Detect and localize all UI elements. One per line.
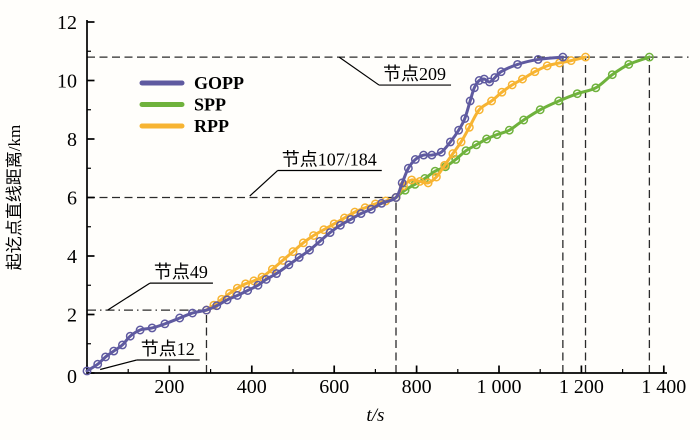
x-axis-label: t/s bbox=[366, 405, 384, 426]
annotation-node-12: 节点12 bbox=[100, 339, 200, 371]
y-tick-label: 6 bbox=[67, 188, 77, 210]
annotation-label-node-49: 节点49 bbox=[154, 262, 208, 282]
legend-item-gopp: GOPP bbox=[139, 73, 244, 93]
annotation-node-107-184: 节点107/184 bbox=[249, 149, 382, 197]
legend-label-gopp: GOPP bbox=[194, 73, 244, 93]
series-line-gopp bbox=[85, 55, 565, 373]
x-tick-label: 1 000 bbox=[477, 376, 522, 398]
series-rpp bbox=[202, 52, 590, 315]
legend-label-rpp: RPP bbox=[194, 116, 229, 136]
annotation-label-node-209: 节点209 bbox=[383, 64, 446, 84]
y-tick-label: 2 bbox=[67, 305, 77, 327]
annotation-label-node-12: 节点12 bbox=[141, 339, 195, 359]
y-tick-label: 0 bbox=[67, 366, 77, 388]
y-tick-label: 12 bbox=[57, 12, 77, 34]
legend-item-spp: SPP bbox=[139, 95, 226, 115]
legend-item-rpp: RPP bbox=[139, 116, 229, 136]
annotation-label-node-107-184: 节点107/184 bbox=[282, 149, 377, 169]
x-tick-label: 800 bbox=[402, 376, 432, 398]
x-tick-label: 200 bbox=[154, 376, 184, 398]
y-tick-label: 4 bbox=[67, 246, 77, 268]
legend-label-spp: SPP bbox=[194, 95, 226, 115]
x-tick-label: 600 bbox=[319, 376, 349, 398]
y-axis-label: 起讫点直线距离/km bbox=[5, 125, 24, 270]
annotation-node-49: 节点49 bbox=[107, 262, 213, 311]
y-tick-label: 10 bbox=[57, 71, 77, 93]
y-tick-label: 8 bbox=[67, 129, 77, 151]
x-tick-label: 400 bbox=[237, 376, 267, 398]
axes: 200 400 600 800 1 000 1 200 1 400 0 2 4 6 8 10 12 起讫点直… bbox=[5, 12, 686, 426]
series-line-spp bbox=[394, 55, 651, 199]
x-tick-label: 1 400 bbox=[641, 376, 686, 398]
x-tick-label: 1 200 bbox=[559, 376, 604, 398]
reference-lines bbox=[87, 56, 689, 373]
series-gopp bbox=[82, 52, 568, 376]
annotation-node-209: 节点209 bbox=[338, 56, 452, 86]
